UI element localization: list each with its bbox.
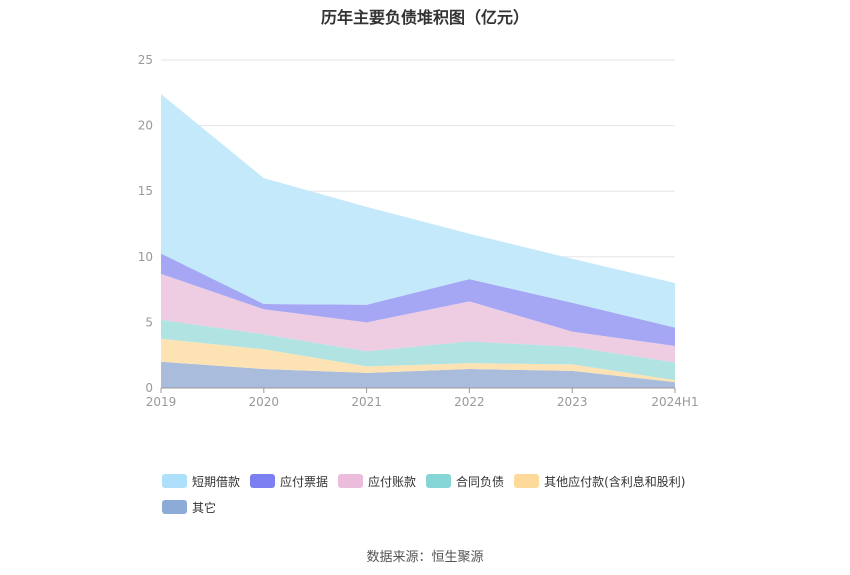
- x-tick-label: 2023: [557, 395, 588, 409]
- legend-item[interactable]: 其它: [162, 498, 216, 516]
- data-source: 数据来源：恒生聚源: [366, 550, 484, 565]
- axes: 0 5 10 15 20 25 2019 2020 2021 2022 2023 2024H1: [138, 53, 699, 409]
- legend: 短期借款 应付票据 应付账款 合同负债 其他应付款(含利息和股利) 其它: [162, 472, 722, 524]
- area-series-1: [161, 338, 675, 383]
- y-tick-label: 10: [138, 250, 153, 264]
- area-series-0: [161, 361, 675, 388]
- legend-label: 应付账款: [368, 474, 417, 489]
- x-tick-label: 2019: [146, 395, 177, 409]
- legend-item[interactable]: 短期借款: [162, 472, 240, 490]
- stacked-area-chart: 0 5 10 15 20 25 2019 2020 2021 2022 2023 2024H1: [138, 53, 699, 409]
- area-series: [161, 94, 675, 388]
- chart-title: 历年主要负债堆积图（亿元）: [320, 8, 529, 27]
- legend-swatch: [426, 474, 452, 488]
- y-tick-label: 15: [138, 184, 153, 198]
- legend-label: 应付票据: [280, 474, 329, 489]
- x-tick-label: 2021: [351, 395, 382, 409]
- x-tick-label: 2020: [249, 395, 280, 409]
- y-tick-label: 20: [138, 119, 153, 133]
- y-tick-label: 25: [138, 53, 153, 67]
- area-series-4: [161, 253, 675, 346]
- area-series-5: [161, 94, 675, 328]
- y-tick-label: 0: [145, 381, 153, 395]
- legend-swatch: [162, 474, 187, 488]
- x-tick-label: 2022: [454, 395, 485, 409]
- legend-label: 其它: [192, 500, 217, 515]
- legend-label: 合同负债: [456, 474, 505, 489]
- legend-item[interactable]: 其他应付款(含利息和股利): [514, 472, 685, 490]
- legend-item[interactable]: 合同负债: [426, 472, 504, 490]
- area-series-3: [161, 273, 675, 363]
- legend-swatch: [250, 474, 276, 488]
- legend-item[interactable]: 应付票据: [250, 472, 328, 490]
- legend-swatch: [514, 474, 540, 488]
- legend-swatch: [338, 474, 364, 488]
- legend-swatch: [162, 500, 187, 514]
- y-tick-label: 5: [145, 315, 153, 329]
- area-series-2: [161, 319, 675, 381]
- x-tick-label: 2024H1: [651, 395, 698, 409]
- legend-label: 短期借款: [192, 474, 241, 489]
- legend-label: 其他应付款(含利息和股利): [544, 474, 686, 489]
- legend-item[interactable]: 应付账款: [338, 472, 416, 490]
